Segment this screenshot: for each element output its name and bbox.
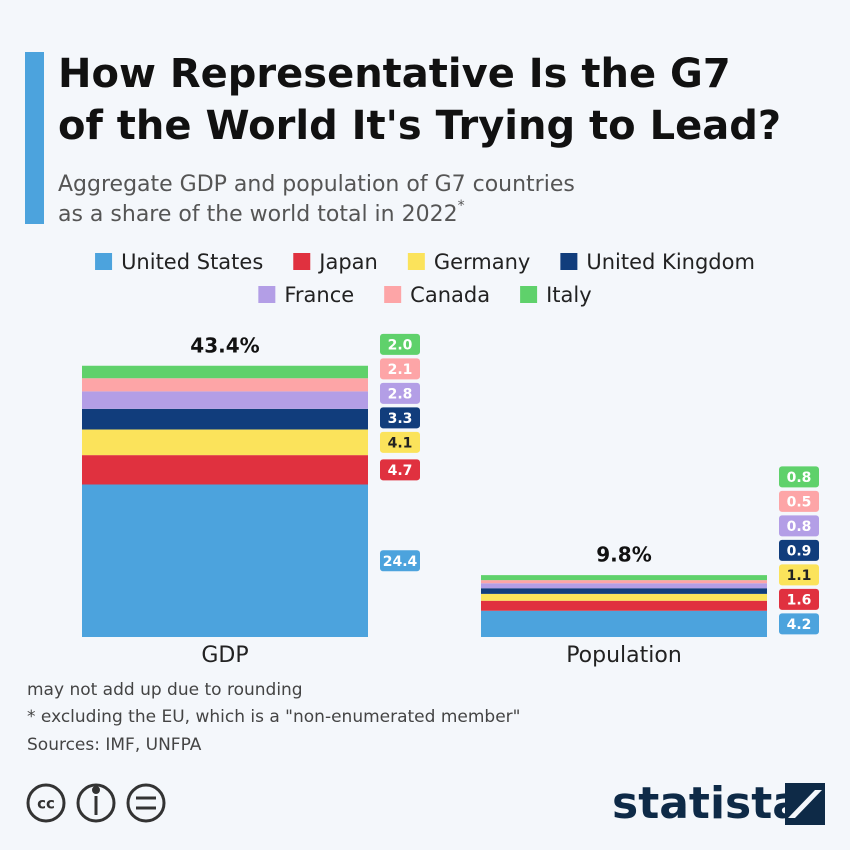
bar-segment	[82, 429, 368, 456]
bar-segment	[82, 455, 368, 485]
subtitle-mark: *	[458, 198, 465, 214]
value-badge	[380, 459, 420, 481]
value-badge	[380, 382, 420, 404]
bar-segment	[82, 378, 368, 392]
value-badge	[779, 515, 819, 537]
value-badge	[779, 539, 819, 561]
value-badge	[779, 490, 819, 512]
bar-segment	[82, 408, 368, 430]
legend-label: Italy	[546, 283, 592, 307]
legend-swatch	[258, 286, 276, 303]
bar-segment	[481, 575, 767, 581]
value-label: 2.8	[388, 386, 413, 402]
legend-swatch	[95, 253, 113, 270]
cc-icon-text: cc	[37, 795, 55, 813]
bar-segment	[481, 583, 767, 589]
value-label: 1.1	[787, 568, 812, 584]
value-badge	[380, 431, 420, 453]
brand: statista	[612, 778, 802, 829]
bar-segment	[481, 610, 767, 637]
value-label: 4.2	[787, 617, 812, 633]
value-label: 24.4	[383, 554, 418, 570]
value-badge	[380, 550, 420, 572]
bar-segment	[481, 580, 767, 584]
legend-label: France	[284, 283, 354, 307]
brand-icon	[785, 783, 825, 825]
legend-swatch	[293, 253, 311, 270]
legend-label: United Kingdom	[586, 250, 755, 274]
legend-row: United States Japan Germany United Kingdom	[95, 250, 755, 274]
legend-label: Japan	[317, 250, 378, 274]
value-label: 4.1	[388, 435, 413, 451]
legend-swatch	[520, 286, 538, 303]
x-tick-label: GDP	[201, 643, 248, 668]
total-label: 43.4%	[190, 333, 259, 357]
legend-label: Germany	[434, 250, 531, 274]
note: Sources: IMF, UNFPA	[27, 735, 202, 755]
value-label: 4.7	[388, 463, 413, 479]
legend-row: France Canada Italy	[258, 283, 592, 307]
value-label: 0.5	[787, 494, 812, 510]
x-tick-label: Population	[566, 643, 682, 668]
title-accent	[25, 52, 44, 224]
value-label: 0.8	[787, 519, 812, 535]
value-badge	[380, 407, 420, 429]
bar-segment	[481, 588, 767, 594]
subtitle: as a share of the world total in 2022*	[58, 198, 465, 227]
bar-segment	[481, 593, 767, 601]
bar-segment	[82, 365, 368, 379]
value-badge	[380, 333, 420, 355]
bar-segment	[82, 484, 368, 637]
value-badge	[779, 613, 819, 635]
subtitle: Aggregate GDP and population of G7 count…	[58, 172, 575, 197]
value-badge	[779, 466, 819, 488]
total-label: 9.8%	[596, 543, 651, 567]
value-badge	[779, 588, 819, 610]
license-icons	[26, 783, 166, 823]
bar-segment	[481, 600, 767, 611]
chart-title: How Representative Is the G7	[58, 51, 731, 97]
note: may not add up due to rounding	[27, 680, 303, 700]
note: * excluding the EU, which is a "non-enum…	[27, 707, 520, 727]
legend-swatch	[407, 253, 425, 270]
chart-title: of the World It's Trying to Lead?	[58, 103, 781, 149]
legend-label: Canada	[410, 283, 490, 307]
legend-swatch	[560, 253, 578, 270]
legend-label: United States	[121, 250, 263, 274]
value-label: 3.3	[388, 411, 413, 427]
value-badge	[779, 564, 819, 586]
value-label: 0.8	[787, 470, 812, 486]
value-label: 2.1	[388, 362, 413, 378]
subtitle-line: as a share of the world total in 2022	[58, 202, 458, 227]
bar-segment	[82, 391, 368, 409]
value-label: 0.9	[787, 543, 812, 559]
value-badge	[380, 358, 420, 380]
legend-swatch	[384, 286, 402, 303]
value-label: 1.6	[787, 592, 812, 608]
value-label: 2.0	[388, 337, 413, 353]
